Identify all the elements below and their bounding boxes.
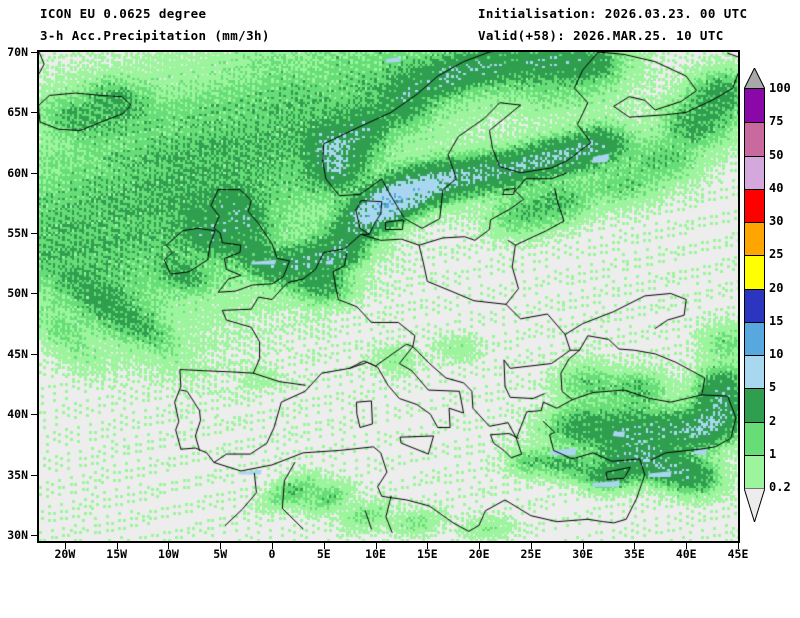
y-axis-tick	[31, 353, 37, 355]
valid-time: Valid(+58): 2026.MAR.25. 10 UTC	[478, 28, 724, 43]
x-axis-tick	[530, 543, 532, 549]
colorbar-tick-label: 25	[769, 247, 784, 262]
colorbar-tick-label: 30	[769, 214, 784, 228]
y-axis-label: 45N	[7, 346, 28, 361]
colorbar-separator	[745, 388, 764, 390]
colorbar-band	[745, 421, 764, 455]
colorbar-band	[745, 454, 764, 488]
field-title: 3-h Acc.Precipitation (mm/3h)	[40, 28, 270, 43]
y-axis-label: 70N	[7, 45, 28, 59]
x-axis-label: 35E	[624, 547, 645, 561]
model-title: ICON EU 0.0625 degree	[40, 6, 207, 21]
colorbar-separator	[745, 222, 764, 223]
colorbar-separator	[745, 321, 764, 323]
x-axis-tick	[738, 543, 739, 549]
x-axis-label: 10E	[365, 547, 386, 561]
x-axis-tick	[582, 543, 584, 549]
colorbar-band	[745, 89, 764, 123]
colorbar-band	[745, 255, 764, 289]
x-axis-label: 25E	[520, 547, 542, 561]
colorbar-tick-label: 5	[769, 380, 777, 395]
map-raster	[39, 52, 738, 541]
x-axis-label: 5E	[316, 547, 331, 561]
x-axis-tick	[375, 543, 377, 549]
colorbar-separator	[745, 355, 764, 356]
initialisation-time: Initialisation: 2026.03.23. 00 UTC	[478, 6, 748, 21]
y-axis-tick	[31, 293, 37, 295]
y-axis-tick	[31, 52, 37, 53]
x-axis-tick	[64, 543, 66, 549]
y-axis-tick	[31, 414, 37, 416]
x-axis-tick	[634, 543, 636, 549]
colorbar-tick-label: 0.2	[769, 480, 791, 494]
y-axis-tick	[31, 112, 37, 114]
x-axis-tick	[479, 543, 481, 549]
x-axis-label: 20W	[54, 547, 76, 561]
y-axis-tick	[31, 534, 37, 536]
colorbar-separator	[745, 454, 764, 456]
colorbar-band	[745, 122, 764, 156]
colorbar-separator	[745, 155, 764, 157]
colorbar-under-arrow	[744, 488, 765, 522]
y-axis-label: 35N	[7, 467, 28, 482]
x-axis-label: 20E	[468, 547, 490, 561]
colorbar-band	[745, 388, 764, 422]
colorbar-tick-label: 40	[769, 180, 784, 195]
y-axis-tick	[31, 233, 37, 235]
colorbar-tick-label: 100	[769, 81, 791, 95]
x-axis-tick	[220, 543, 222, 549]
x-axis-label: 40E	[675, 547, 697, 561]
colorbar-tick-label: 75	[769, 114, 784, 129]
x-axis-label: 5W	[213, 547, 228, 561]
x-axis-tick	[686, 543, 688, 549]
y-axis-label: 30N	[7, 527, 28, 542]
y-axis-label: 40N	[7, 407, 28, 422]
colorbar-band	[745, 188, 764, 222]
colorbar-separator	[745, 122, 764, 124]
x-axis-label: 15E	[416, 547, 438, 561]
y-axis-label: 55N	[7, 226, 28, 241]
y-axis-label: 50N	[7, 286, 28, 301]
y-axis-tick	[31, 172, 37, 174]
y-axis-tick	[31, 474, 37, 476]
x-axis-tick	[168, 543, 170, 549]
x-axis-label: 15W	[106, 547, 128, 561]
colorbar-band	[745, 222, 764, 256]
x-axis-tick	[116, 543, 118, 549]
colorbar-tick-label: 20	[769, 280, 784, 295]
x-axis-label: 10W	[158, 547, 179, 561]
x-axis-label: 0	[268, 547, 276, 561]
colorbar-band	[745, 321, 764, 355]
x-axis-tick	[323, 543, 325, 549]
colorbar-tick-label: 1	[769, 446, 777, 461]
colorbar-band	[745, 288, 764, 322]
precipitation-map	[37, 50, 740, 543]
colorbar-over-arrow	[744, 68, 765, 89]
x-axis-label: 30E	[572, 547, 594, 561]
colorbar-tick-label: 15	[769, 313, 784, 328]
colorbar-separator	[745, 188, 764, 190]
colorbar-band	[745, 155, 764, 189]
colorbar-separator	[745, 255, 764, 257]
x-axis-label: 45E	[727, 547, 749, 561]
x-axis-tick	[427, 543, 429, 549]
colorbar-tick-label: 10	[769, 347, 784, 361]
x-axis-tick	[272, 543, 273, 549]
colorbar-separator	[745, 288, 764, 290]
colorbar-band	[745, 355, 764, 389]
y-axis-label: 60N	[7, 165, 28, 180]
colorbar	[744, 88, 765, 489]
colorbar-tick-label: 2	[769, 413, 777, 428]
colorbar-tick-label: 50	[769, 147, 784, 162]
y-axis-label: 65N	[7, 105, 28, 120]
colorbar-separator	[745, 421, 764, 423]
